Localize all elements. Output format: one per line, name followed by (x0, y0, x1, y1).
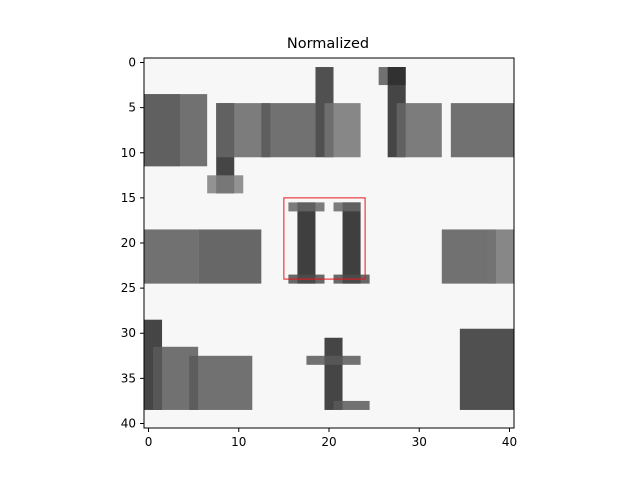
plot-area (143, 57, 515, 429)
glyph-region-t-foot (333, 400, 370, 410)
annotation-layer (283, 197, 366, 280)
x-axis: 0 10 20 30 40 (145, 428, 517, 449)
glyph-region-k2-arm (396, 103, 442, 158)
x-tick-label: 20 (321, 435, 336, 449)
image-pixels (144, 58, 514, 428)
glyph-region-e3 (189, 355, 253, 410)
highlight-box-0 (283, 197, 366, 280)
glyph-region-s (144, 94, 208, 167)
y-tick-label: 20 (121, 236, 136, 250)
glyph-region-t-stem (324, 337, 343, 410)
y-tick-label: 25 (121, 281, 136, 295)
y-axis: 0 5 10 15 20 25 30 35 40 (121, 56, 144, 430)
y-tick-label: 10 (121, 146, 136, 160)
y-tick-label: 0 (128, 56, 136, 70)
y-tick-label: 30 (121, 326, 136, 340)
glyph-region-t-bar (306, 355, 361, 365)
glyph-region-e2 (198, 229, 262, 284)
x-tick-label: 0 (145, 435, 153, 449)
y-tick-label: 40 (121, 416, 136, 430)
chart-title: Normalized (287, 36, 369, 52)
glyph-region-l2-stem (342, 202, 361, 284)
glyph-region-V-diag (459, 328, 514, 410)
y-tick-label: 5 (128, 101, 136, 115)
glyph-region-p-serif (207, 175, 244, 194)
glyph-region-l2-serif (333, 202, 361, 212)
glyph-region-l1-serif (288, 202, 325, 212)
x-tick-label: 40 (502, 435, 517, 449)
y-tick-label: 35 (121, 371, 136, 385)
glyph-region-o (261, 103, 316, 158)
y-tick-label: 15 (121, 191, 136, 205)
glyph-region-k-arm (324, 103, 361, 158)
x-tick-label: 10 (231, 435, 246, 449)
glyph-region-l1-stem (297, 202, 316, 284)
glyph-region-t-partial (486, 229, 514, 284)
glyph-region-s2 (144, 229, 199, 284)
x-tick-label: 30 (412, 435, 427, 449)
glyph-region-e (450, 103, 514, 158)
